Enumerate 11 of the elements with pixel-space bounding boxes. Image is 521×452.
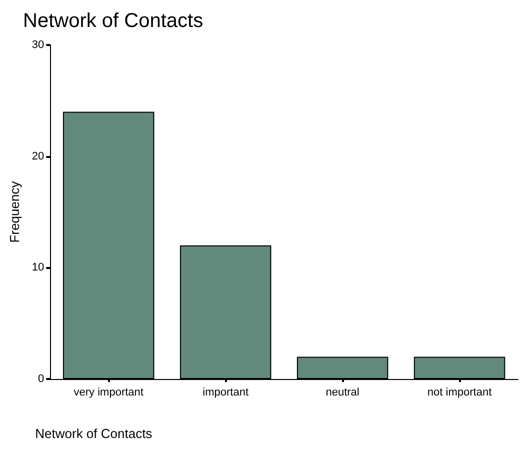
x-tick-label: not important [427,386,492,398]
x-axis-title: Network of Contacts [35,426,153,441]
x-tick-label: very important [74,386,144,398]
x-tick-label: important [202,386,249,398]
y-tick-label: 30 [32,39,44,51]
chart-title: Network of Contacts [23,10,204,32]
y-tick-label: 20 [32,150,44,162]
y-axis-title: Frequency [7,180,22,243]
y-tick-label: 0 [38,373,44,385]
y-tick-label: 10 [32,262,44,274]
x-tick-label: neutral [326,386,360,398]
